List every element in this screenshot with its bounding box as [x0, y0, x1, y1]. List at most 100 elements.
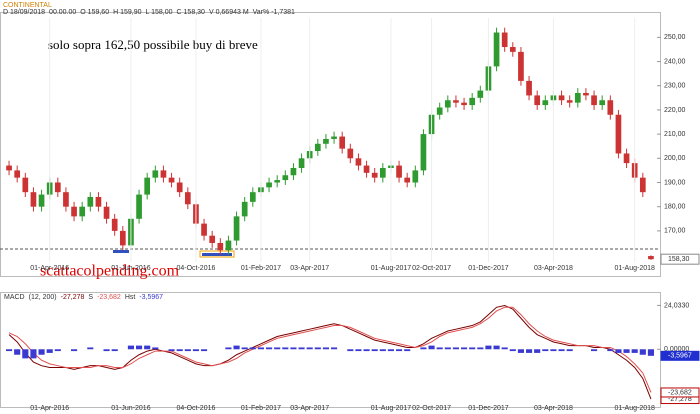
- histogram-bar: [347, 349, 354, 352]
- info-item: 00.00.00: [49, 9, 76, 16]
- candle-body: [79, 206, 86, 217]
- candle-body: [63, 192, 69, 207]
- histogram-bar: [192, 349, 199, 352]
- x-tick-label: 01-Apr-2016: [30, 405, 69, 412]
- candle-body: [379, 167, 386, 178]
- info-item: D 18/09/2018: [3, 9, 45, 16]
- x-tick-label: 01-Dec-2017: [468, 405, 509, 412]
- legend-value: -23,682: [97, 294, 121, 301]
- candle-body: [623, 153, 630, 164]
- x-tick-label: 04-Oct-2016: [176, 405, 215, 412]
- histogram-bar: [274, 347, 281, 350]
- candle-body: [14, 170, 21, 178]
- value-box-label: -3,5967: [668, 353, 692, 360]
- histogram-bar: [444, 347, 451, 350]
- histogram-bar: [314, 347, 321, 350]
- histogram-bar: [647, 349, 654, 356]
- candle-body: [314, 143, 321, 152]
- histogram-bar: [290, 347, 297, 350]
- x-tick-label: 01-Feb-2017: [241, 265, 281, 272]
- histogram-bar: [363, 349, 370, 352]
- last-price-label: 158,30: [668, 256, 690, 263]
- candle-body: [201, 223, 207, 236]
- histogram-bar: [111, 349, 118, 352]
- histogram-bar: [14, 349, 21, 355]
- histogram-bar: [168, 349, 175, 352]
- legend-value: -3,5967: [139, 294, 163, 301]
- candle-body: [347, 148, 354, 159]
- candle-body: [566, 100, 573, 103]
- y-tick-label: 240,00: [664, 58, 686, 65]
- x-tick-label: 03-Apr-2017: [290, 405, 329, 412]
- value-box-label: -27,278: [668, 396, 692, 403]
- histogram-bar: [127, 345, 134, 350]
- y-tick-label: 180,00: [664, 204, 686, 211]
- histogram-bar: [452, 347, 459, 350]
- candle-body: [509, 47, 516, 52]
- candle-body: [71, 206, 77, 217]
- x-tick-label: 01-Aug-2018: [614, 405, 655, 412]
- support-marker: [113, 250, 129, 253]
- candle-body: [111, 218, 118, 231]
- candle-body: [396, 165, 402, 178]
- candle-body: [420, 134, 427, 171]
- info-item: C 158,30: [177, 9, 206, 16]
- x-tick-label: 01-Aug-2018: [614, 265, 655, 272]
- histogram-bar: [623, 349, 630, 353]
- histogram-bar: [607, 349, 614, 352]
- y-tick-label: 0,00000: [664, 346, 689, 353]
- histogram-bar: [542, 349, 549, 352]
- histogram-bar: [257, 347, 264, 350]
- candle-body: [184, 192, 191, 205]
- candle-body: [233, 216, 240, 241]
- x-tick-label: 04-Oct-2016: [176, 265, 215, 272]
- y-tick-label: 190,00: [664, 179, 686, 186]
- y-tick-label: 230,00: [664, 83, 686, 90]
- macd-line: [8, 306, 652, 393]
- histogram-bar: [233, 345, 240, 350]
- candle-body: [591, 95, 597, 106]
- info-item: Var% -1,7381: [253, 9, 295, 16]
- legend-name: Hst: [125, 294, 136, 301]
- candle-body: [518, 51, 524, 81]
- x-tick-label: 01-Jun-2016: [111, 405, 150, 412]
- candle-body: [209, 235, 216, 243]
- candle-body: [639, 177, 646, 193]
- candle-body: [103, 206, 110, 219]
- candle-body: [241, 201, 248, 217]
- histogram-bar: [396, 349, 403, 352]
- chart-title: CONTINENTAL: [3, 2, 52, 9]
- histogram-bar: [322, 347, 329, 350]
- x-tick-label: 01-Jun-2016: [111, 265, 150, 272]
- histogram-bar: [87, 347, 94, 350]
- candle-body: [298, 158, 305, 168]
- support-box: [199, 250, 235, 258]
- value-box: [660, 387, 700, 398]
- histogram-bar: [30, 349, 37, 359]
- candle-body: [371, 172, 378, 178]
- histogram-bar: [461, 347, 468, 350]
- x-tick-label: 01-Feb-2017: [241, 405, 281, 412]
- histogram-bar: [493, 345, 500, 350]
- histogram-bar: [469, 347, 476, 350]
- histogram-bar: [526, 349, 533, 353]
- candle-body: [558, 95, 565, 101]
- histogram-bar: [485, 345, 492, 350]
- candle-body: [404, 177, 411, 183]
- candle-body: [331, 136, 337, 139]
- candle-body: [136, 194, 142, 219]
- histogram-bar: [534, 349, 541, 353]
- histogram-bar: [550, 349, 557, 352]
- x-tick-label: 03-Apr-2018: [534, 405, 573, 412]
- x-tick-label: 03-Apr-2017: [290, 265, 329, 272]
- histogram-bar: [176, 349, 183, 352]
- histogram-bar: [371, 349, 378, 352]
- candle-body: [583, 92, 589, 96]
- y-tick-label: 220,00: [664, 107, 686, 114]
- candle-body: [152, 170, 159, 178]
- candle-body: [453, 100, 459, 103]
- candle-body: [615, 114, 622, 154]
- candle-body: [87, 197, 94, 207]
- y-tick-label: 170,00: [664, 228, 686, 235]
